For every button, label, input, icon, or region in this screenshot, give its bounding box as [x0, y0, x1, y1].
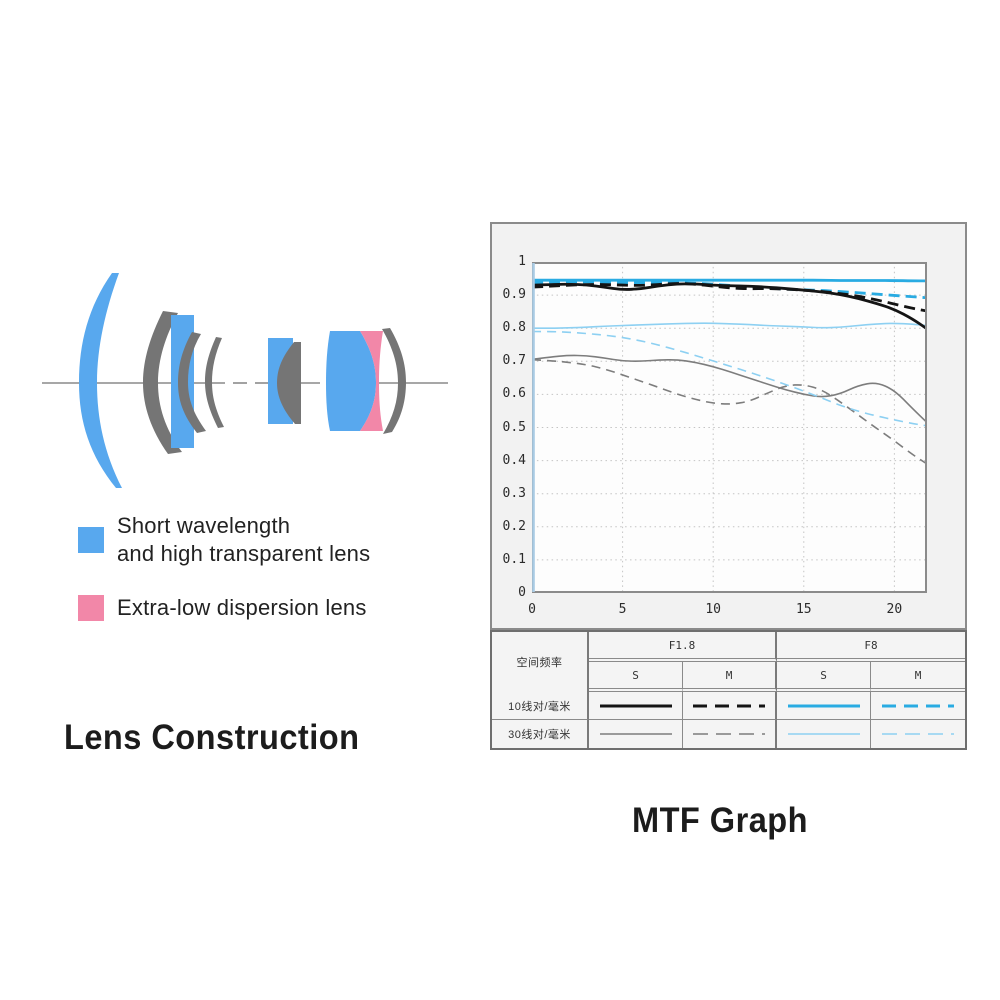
table-row-label-30lp: 30线对/毫米 — [492, 720, 589, 748]
mtf-graph-panel: 0 0.1 0.2 0.3 0.4 0.5 0.6 0.7 0.8 0.9 1 0 5 10 15 20 — [490, 222, 967, 630]
line-sample-f18-m-10lp — [683, 692, 777, 720]
lens-element-gray-3 — [205, 337, 224, 428]
pink-lens-swatch — [78, 595, 104, 621]
y-tick-label: 0.6 — [502, 386, 526, 402]
lens-element-pink-ed — [360, 331, 383, 431]
legend-label-line: Short wavelength — [117, 513, 291, 538]
x-tick-label: 10 — [705, 602, 722, 617]
lens-construction-title: Lens Construction — [64, 718, 360, 757]
lens-element-gray-4 — [277, 342, 301, 424]
y-tick-label: 0.7 — [502, 353, 526, 369]
line-sample-f8-m-10lp — [871, 692, 965, 720]
table-header-m1: M — [683, 662, 777, 692]
table-header-f8: F8 — [777, 632, 965, 662]
legend-item-short-wavelength: Short wavelength and high transparent le… — [78, 512, 370, 568]
line-sample-f18-s-30lp — [589, 720, 683, 748]
y-tick-label: 0.3 — [502, 485, 526, 501]
table-row-label-10lp: 10线对/毫米 — [492, 692, 589, 720]
lens-element-gray-5 — [382, 328, 406, 434]
y-tick-label: 0.5 — [502, 419, 526, 435]
line-sample-f8-m-30lp — [871, 720, 965, 748]
x-tick-label: 0 — [528, 602, 536, 617]
blue-lens-swatch — [78, 527, 104, 553]
y-tick-label: 0.2 — [502, 518, 526, 534]
y-tick-label: 0 — [518, 585, 526, 600]
table-header-f18: F1.8 — [589, 632, 777, 662]
mtf-graph-title: MTF Graph — [632, 801, 808, 840]
line-sample-f18-m-30lp — [683, 720, 777, 748]
y-tick-label: 1 — [518, 254, 526, 269]
table-header-m2: M — [871, 662, 965, 692]
lens-element-gray-1 — [143, 311, 182, 454]
legend-label-line: and high transparent lens — [117, 541, 371, 566]
lens-element-blue-front — [79, 273, 122, 488]
x-tick-label: 5 — [618, 602, 627, 617]
line-sample-f8-s-10lp — [777, 692, 871, 720]
table-header-s2: S — [777, 662, 871, 692]
x-tick-label: 20 — [886, 602, 903, 617]
table-header-s1: S — [589, 662, 683, 692]
table-corner-label: 空间频率 — [492, 632, 589, 692]
legend-item-ed-lens: Extra-low dispersion lens — [78, 594, 370, 622]
lens-material-legend: Short wavelength and high transparent le… — [78, 512, 370, 622]
x-tick-label: 15 — [795, 602, 812, 617]
mtf-plot-area — [532, 262, 927, 593]
line-sample-f8-s-30lp — [777, 720, 871, 748]
mtf-legend-table: 空间频率 F1.8 F8 S M S M 10线对/毫米 30线对/毫米 — [490, 630, 967, 750]
y-tick-label: 0.8 — [502, 320, 526, 336]
legend-label-line: Extra-low dispersion lens — [117, 595, 367, 620]
lens-construction-diagram — [42, 273, 448, 488]
line-sample-f18-s-10lp — [589, 692, 683, 720]
lens-element-gray-2 — [178, 332, 206, 433]
y-tick-label: 0.1 — [502, 551, 526, 567]
y-tick-label: 0.4 — [502, 452, 526, 468]
y-tick-label: 0.9 — [502, 287, 526, 303]
lens-element-blue-4 — [326, 331, 376, 431]
